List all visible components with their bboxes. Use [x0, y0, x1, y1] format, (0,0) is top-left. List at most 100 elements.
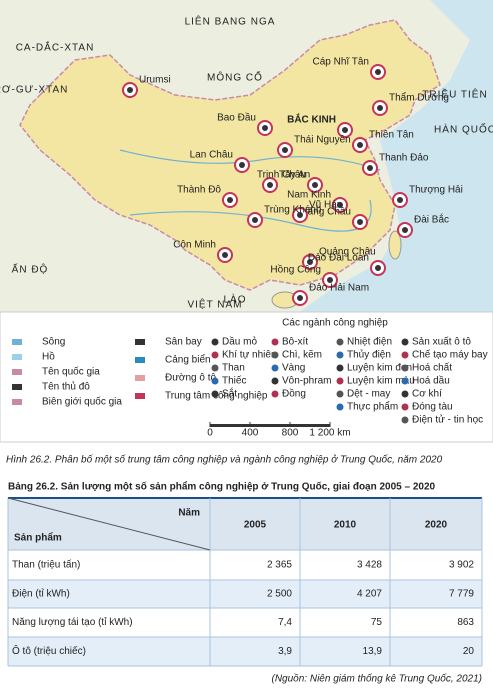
table-row-bg — [8, 580, 482, 608]
legend-symbol — [12, 354, 22, 360]
city-label: Đảo Hải Nam — [309, 283, 369, 294]
legend-label: Điện tử - tin học — [412, 414, 483, 426]
industry-icon — [357, 142, 363, 148]
legend-symbol — [271, 338, 279, 346]
city-label: Cáp Nhĩ Tân — [312, 57, 369, 68]
legend-symbol — [211, 364, 219, 372]
city-label: Thanh Đảo — [379, 153, 429, 164]
scale-bar — [210, 424, 330, 427]
legend-symbol — [211, 377, 219, 385]
table-cell: 75 — [371, 617, 383, 628]
industry-icon — [127, 87, 133, 93]
legend-label: Đường ô tô — [165, 373, 216, 384]
city-label: BẮC KINH — [287, 113, 336, 126]
legend-label: Hoá chất — [412, 362, 452, 374]
legend-symbol — [336, 338, 344, 346]
table-cell: 863 — [457, 617, 474, 628]
city-label: Nam Kinh — [287, 190, 331, 201]
legend-label: Hoá dầu — [412, 375, 450, 387]
legend-label: Khí tự nhiên — [222, 350, 277, 361]
table-row-bg — [8, 608, 482, 637]
legend-symbol — [336, 364, 344, 372]
taiwan-island — [388, 230, 402, 260]
industry-icon — [227, 197, 233, 203]
scale-label: 1 200 km — [309, 428, 350, 439]
industry-icon — [312, 182, 318, 188]
city-label: Côn Minh — [173, 240, 216, 251]
country-label: CƯ-RƠ-GƯ-XTAN — [0, 85, 68, 96]
legend-label: Cơ khí — [412, 389, 442, 400]
table-header-bg — [8, 498, 482, 550]
legend-label: Luyện kim màu — [347, 376, 415, 387]
industry-icon — [367, 165, 373, 171]
country-label: LIÊN BANG NGA — [185, 15, 276, 28]
legend-label: Dầu mỏ — [222, 336, 257, 348]
industry-icon — [342, 127, 348, 133]
table-diagonal — [7, 497, 211, 551]
country-label: TRIỀU TIÊN — [422, 88, 487, 101]
legend-label: Sân bay — [165, 337, 202, 348]
legend-label: Đồng — [282, 388, 306, 400]
table-cell: 13,9 — [363, 646, 383, 657]
scale-label: 0 — [207, 428, 213, 439]
city-label: Thái Nguyên — [294, 135, 351, 146]
table-cell: 7 779 — [449, 589, 474, 600]
legend-symbol — [12, 399, 22, 405]
row-label: Ô tô (triệu chiếc) — [12, 644, 86, 657]
legend-symbol — [135, 393, 145, 399]
industry-icon — [222, 252, 228, 258]
legend-symbol — [336, 403, 344, 411]
table-cell: 7,4 — [278, 617, 292, 628]
legend-label: Sắt — [222, 387, 237, 400]
industry-icon — [375, 265, 381, 271]
country-label: LÀO — [223, 293, 246, 306]
legend-box — [0, 311, 493, 443]
legend-label: Biên giới quốc gia — [42, 396, 122, 408]
legend-label: Vàng — [282, 363, 305, 374]
industry-icon — [282, 147, 288, 153]
legend-label: Than — [222, 363, 245, 374]
legend-label: Nhiệt điện — [347, 337, 392, 348]
legend-symbol — [336, 351, 344, 359]
legend-symbol — [401, 364, 409, 372]
city-label: Bao Đầu — [217, 112, 256, 124]
city-label: Thượng Hải — [409, 185, 463, 196]
legend-title: Các ngành công nghiệp — [282, 318, 388, 329]
table-title: Bảng 26.2. Sản lượng một số sản phẩm côn… — [8, 481, 436, 493]
legend-label: Chì, kẽm — [282, 350, 322, 361]
legend-symbol — [12, 384, 22, 390]
country-label: MÔNG CỔ — [207, 71, 263, 84]
row-label: Than (triệu tấn) — [12, 559, 80, 571]
table-cell: 3,9 — [278, 646, 292, 657]
legend-label: Dệt - may — [347, 389, 390, 400]
table-cell: 2 500 — [267, 589, 292, 600]
year-header: 2020 — [425, 520, 448, 531]
river — [119, 149, 381, 171]
industry-icon — [375, 69, 381, 75]
industry-icon — [337, 202, 343, 208]
industry-icon — [267, 182, 273, 188]
industry-icon — [357, 219, 363, 225]
city-label: Quảng Châu — [319, 247, 376, 258]
industry-icon — [262, 125, 268, 131]
city-label: Hồng Công — [270, 264, 321, 276]
city-label: Trịnh Châu — [257, 170, 306, 181]
legend-label: Tên thủ đô — [42, 381, 90, 393]
city-label: Urumsi — [139, 75, 171, 86]
row-label: Điện (tỉ kWh) — [12, 588, 70, 600]
legend-symbol — [401, 416, 409, 424]
table-cell: 4 207 — [357, 589, 382, 600]
city-label: Thiên Tân — [369, 130, 414, 141]
legend-symbol — [211, 390, 219, 398]
industry-icon — [239, 162, 245, 168]
legend-label: Luyện kim đen — [347, 363, 412, 374]
legend-label: Cảng biển — [165, 354, 211, 366]
corner-top: Năm — [178, 508, 200, 519]
legend-symbol — [271, 377, 279, 385]
legend-symbol — [401, 351, 409, 359]
legend-label: Vôn-phram — [282, 376, 331, 387]
legend-label: Thực phẩm — [347, 401, 398, 413]
legend-label: Đóng tàu — [412, 402, 453, 413]
legend-symbol — [336, 390, 344, 398]
